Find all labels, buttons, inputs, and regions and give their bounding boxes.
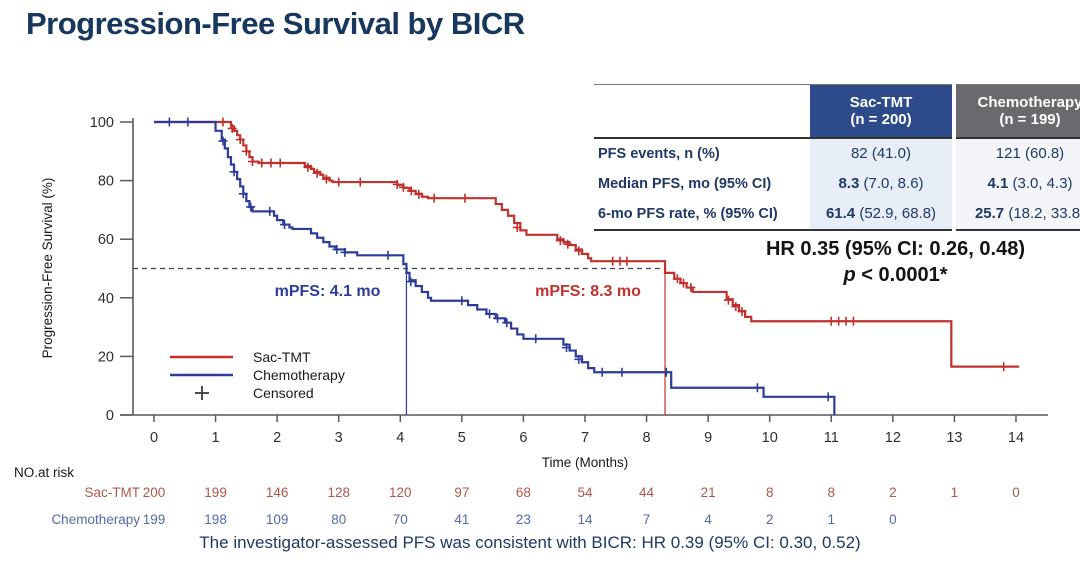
legend: Sac-TMT Chemotherapy Censored xyxy=(170,349,345,401)
x-tick-label: 5 xyxy=(458,430,466,446)
page-title: Progression-Free Survival by BICR xyxy=(26,6,525,41)
legend-label: Censored xyxy=(253,385,314,401)
at-risk-value: 14 xyxy=(577,512,593,527)
summary-row-label: 6-mo PFS rate, % (95% CI) xyxy=(594,199,810,230)
summary-header-spacer xyxy=(594,84,810,139)
at-risk-value: 4 xyxy=(704,512,712,527)
summary-row: PFS events, n (%) 82 (41.0) 121 (60.8) xyxy=(594,138,1080,169)
chemotherapy-curve xyxy=(154,120,836,415)
sac-tmt-curve xyxy=(154,120,1020,368)
sac-tmt-censor-marks xyxy=(218,117,1009,372)
summary-row-label: PFS events, n (%) xyxy=(594,138,810,169)
y-tick-label: 40 xyxy=(98,291,114,307)
footnote: The investigator-assessed PFS was consis… xyxy=(199,533,861,552)
at-risk-value: 70 xyxy=(393,512,408,527)
at-risk-value: 1 xyxy=(951,485,959,500)
x-tick-label: 14 xyxy=(1008,430,1024,446)
x-tick-label: 10 xyxy=(762,430,778,446)
legend-label: Chemotherapy xyxy=(253,367,345,383)
summary-row: Median PFS, mo (95% CI) 8.3 (7.0, 8.6) 4.1… xyxy=(594,169,1080,199)
at-risk-value: 200 xyxy=(143,485,166,500)
x-tick-label: 0 xyxy=(150,430,158,446)
y-tick-label: 60 xyxy=(98,232,114,248)
hr-value: HR 0.35 (95% CI: 0.26, 0.48) xyxy=(765,238,1025,260)
summary-header-chemotherapy: Chemotherapy (n = 199) xyxy=(952,84,1080,139)
at-risk-value: 0 xyxy=(1012,485,1020,500)
at-risk-value: 44 xyxy=(639,485,655,500)
at-risk-value: 146 xyxy=(266,485,289,500)
at-risk-value: 97 xyxy=(454,485,469,500)
at-risk-value: 41 xyxy=(454,512,469,527)
summary-row-label: Median PFS, mo (95% CI) xyxy=(594,169,810,199)
at-risk-value: 80 xyxy=(331,512,346,527)
x-tick-label: 9 xyxy=(704,430,712,446)
at-risk-value: 109 xyxy=(266,512,289,527)
chemo-median-label: mPFS: 4.1 mo xyxy=(275,283,381,300)
y-axis-ticks: 0 20 40 60 80 100 xyxy=(90,115,133,424)
at-risk-value: 199 xyxy=(204,485,227,500)
y-tick-label: 80 xyxy=(98,174,114,190)
at-risk-value: 21 xyxy=(701,485,716,500)
summary-value-sac-tmt: 82 (41.0) xyxy=(810,138,954,169)
summary-header-sac-tmt: Sac-TMT (n = 200) xyxy=(810,84,954,139)
sac-median-label: mPFS: 8.3 mo xyxy=(535,283,641,300)
summary-value-sac-tmt: 61.4 (52.9, 68.8) xyxy=(810,199,954,230)
at-risk-row: Sac-TMT 200 199 146 128 120 97 68 54 44 21 8 8 2 1 0 xyxy=(85,485,1020,500)
legend-label: Sac-TMT xyxy=(253,349,311,365)
x-tick-label: 2 xyxy=(273,430,281,446)
at-risk-heading: NO.at risk xyxy=(14,465,74,480)
summary-value-sac-tmt: 8.3 (7.0, 8.6) xyxy=(810,169,954,199)
at-risk-row-label: Sac-TMT xyxy=(85,485,141,500)
x-tick-label: 7 xyxy=(581,430,589,446)
summary-header-row: Sac-TMT (n = 200) Chemotherapy (n = 199) xyxy=(594,84,1080,139)
x-tick-label: 12 xyxy=(885,430,901,446)
at-risk-value: 54 xyxy=(577,485,593,500)
at-risk-value: 23 xyxy=(516,512,531,527)
at-risk-value: 198 xyxy=(204,512,227,527)
x-tick-label: 13 xyxy=(946,430,962,446)
x-tick-label: 8 xyxy=(643,430,651,446)
chemotherapy-censor-marks xyxy=(164,117,833,402)
at-risk-value: 0 xyxy=(889,512,897,527)
at-risk-row: Chemotherapy 199 198 109 80 70 41 23 14 7 4 2 1 0 xyxy=(51,512,896,527)
at-risk-value: 199 xyxy=(143,512,166,527)
x-tick-label: 1 xyxy=(212,430,220,446)
hr-annotation: HR 0.35 (95% CI: 0.26, 0.48) p < 0.0001* xyxy=(708,238,1080,287)
at-risk-row-label: Chemotherapy xyxy=(51,512,140,527)
at-risk-value: 2 xyxy=(766,512,774,527)
at-risk-value: 1 xyxy=(828,512,836,527)
at-risk-value: 8 xyxy=(828,485,836,500)
y-tick-label: 20 xyxy=(98,349,114,365)
y-tick-label: 0 xyxy=(106,408,114,424)
summary-value-chemotherapy: 25.7 (18.2, 33.8) xyxy=(952,199,1080,230)
x-tick-label: 3 xyxy=(335,430,343,446)
summary-table: Sac-TMT (n = 200) Chemotherapy (n = 199) PFS… xyxy=(594,84,1080,231)
x-tick-label: 4 xyxy=(396,430,404,446)
x-tick-label: 6 xyxy=(519,430,527,446)
at-risk-value: 8 xyxy=(766,485,774,500)
at-risk-value: 68 xyxy=(516,485,531,500)
x-tick-label: 11 xyxy=(824,430,839,446)
x-axis-title: Time (Months) xyxy=(542,455,629,470)
at-risk-value: 120 xyxy=(389,485,412,500)
p-value: p < 0.0001* xyxy=(843,264,948,286)
summary-value-chemotherapy: 4.1 (3.0, 4.3) xyxy=(952,169,1080,199)
summary-value-chemotherapy: 121 (60.8) xyxy=(952,138,1080,169)
at-risk-value: 7 xyxy=(643,512,651,527)
y-tick-label: 100 xyxy=(90,115,114,131)
at-risk-value: 2 xyxy=(889,485,897,500)
y-axis-title: Progression-Free Survival (%) xyxy=(40,178,55,359)
at-risk-value: 128 xyxy=(327,485,350,500)
x-axis-ticks: 0 1 2 3 4 5 6 7 8 9 10 11 12 13 14 xyxy=(150,415,1024,446)
summary-row: 6-mo PFS rate, % (95% CI) 61.4 (52.9, 68.… xyxy=(594,199,1080,230)
